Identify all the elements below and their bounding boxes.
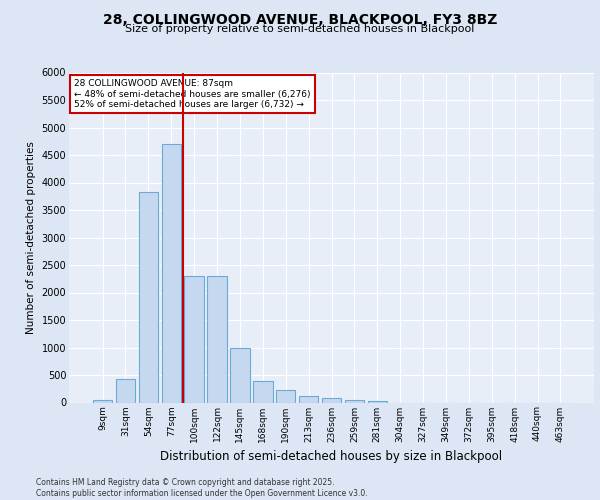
Text: 28, COLLINGWOOD AVENUE, BLACKPOOL, FY3 8BZ: 28, COLLINGWOOD AVENUE, BLACKPOOL, FY3 8…: [103, 12, 497, 26]
Text: 28 COLLINGWOOD AVENUE: 87sqm
← 48% of semi-detached houses are smaller (6,276)
5: 28 COLLINGWOOD AVENUE: 87sqm ← 48% of se…: [74, 79, 311, 109]
Text: Size of property relative to semi-detached houses in Blackpool: Size of property relative to semi-detach…: [125, 24, 475, 34]
Bar: [93, 400, 112, 402]
Bar: [322, 398, 341, 402]
Bar: [184, 276, 204, 402]
X-axis label: Distribution of semi-detached houses by size in Blackpool: Distribution of semi-detached houses by …: [160, 450, 503, 463]
Bar: [299, 396, 319, 402]
Y-axis label: Number of semi-detached properties: Number of semi-detached properties: [26, 141, 36, 334]
Bar: [344, 400, 364, 402]
Bar: [230, 348, 250, 403]
Text: Contains HM Land Registry data © Crown copyright and database right 2025.
Contai: Contains HM Land Registry data © Crown c…: [36, 478, 368, 498]
Bar: [253, 380, 272, 402]
Bar: [116, 379, 135, 402]
Bar: [208, 276, 227, 402]
Bar: [139, 192, 158, 402]
Bar: [276, 390, 295, 402]
Bar: [161, 144, 181, 403]
